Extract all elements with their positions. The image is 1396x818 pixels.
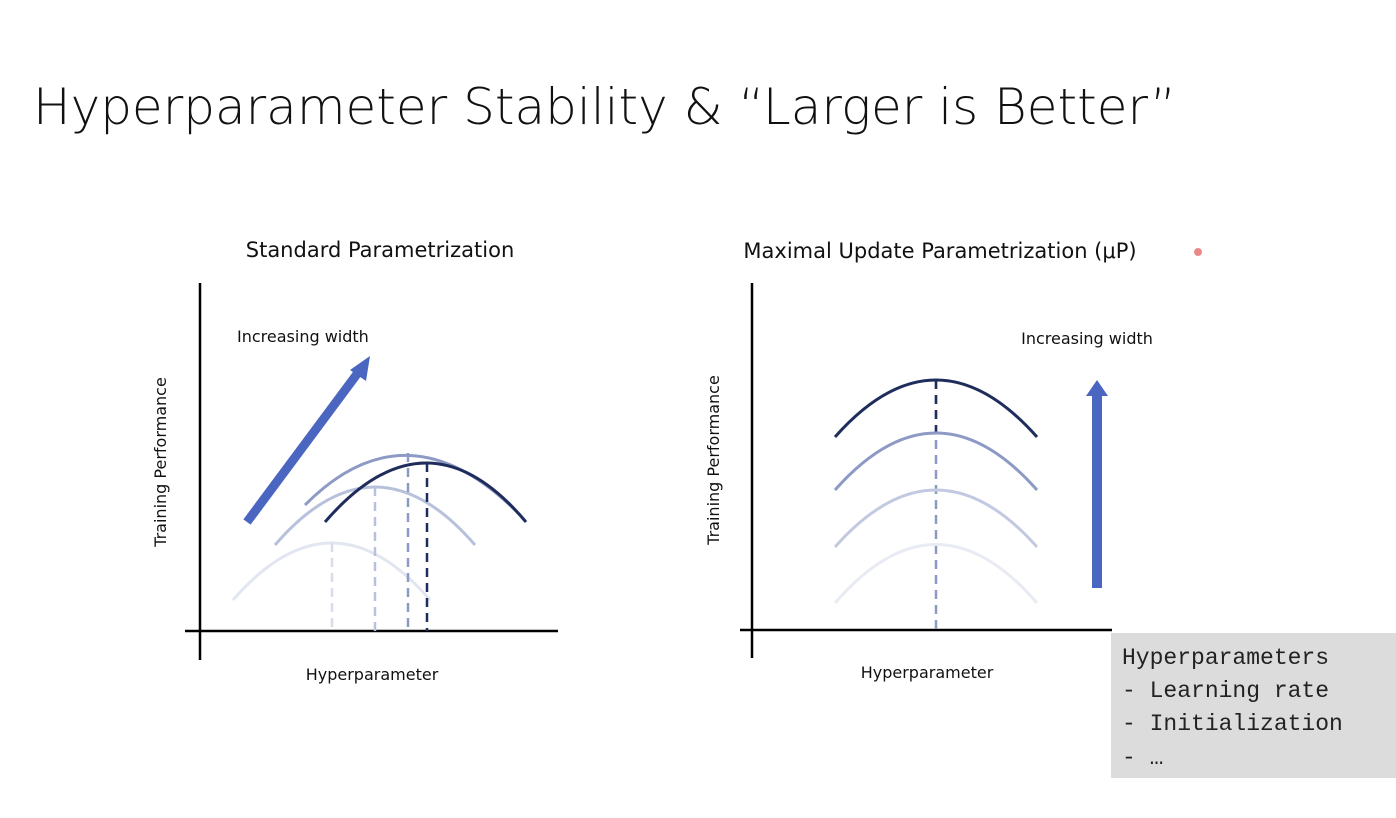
arrow-head [350, 356, 370, 381]
panel-title: Standard Parametrization [246, 238, 515, 262]
note-box: Hyperparameters - Learning rate - Initia… [1111, 633, 1396, 778]
note-line: Hyperparameters [1122, 645, 1329, 671]
note-line: - Initialization [1122, 711, 1343, 737]
y-axis-label: Training Performance [151, 377, 170, 548]
pointer-dot [1194, 248, 1202, 256]
annotation: Increasing width [237, 327, 369, 346]
panel-title: Maximal Update Parametrization (μP) [743, 239, 1136, 263]
curve [833, 431, 1039, 491]
right-panel: Maximal Update Parametrization (μP) Trai… [704, 239, 1202, 682]
x-axis-label: Hyperparameter [306, 665, 439, 684]
note-line: - Learning rate [1122, 678, 1329, 704]
slide-title: Hyperparameter Stability & “Larger is Be… [33, 78, 1176, 136]
curve [833, 543, 1039, 604]
curve [833, 488, 1039, 548]
curve [833, 378, 1039, 438]
note-background [1111, 633, 1396, 778]
arrow [243, 367, 364, 525]
annotation: Increasing width [1021, 329, 1153, 348]
arrow-head [1086, 380, 1108, 396]
y-axis-label: Training Performance [704, 375, 723, 546]
x-axis-label: Hyperparameter [861, 663, 994, 682]
left-panel: Standard Parametrization Training Perfor… [151, 238, 558, 684]
note-line: - … [1122, 745, 1163, 771]
